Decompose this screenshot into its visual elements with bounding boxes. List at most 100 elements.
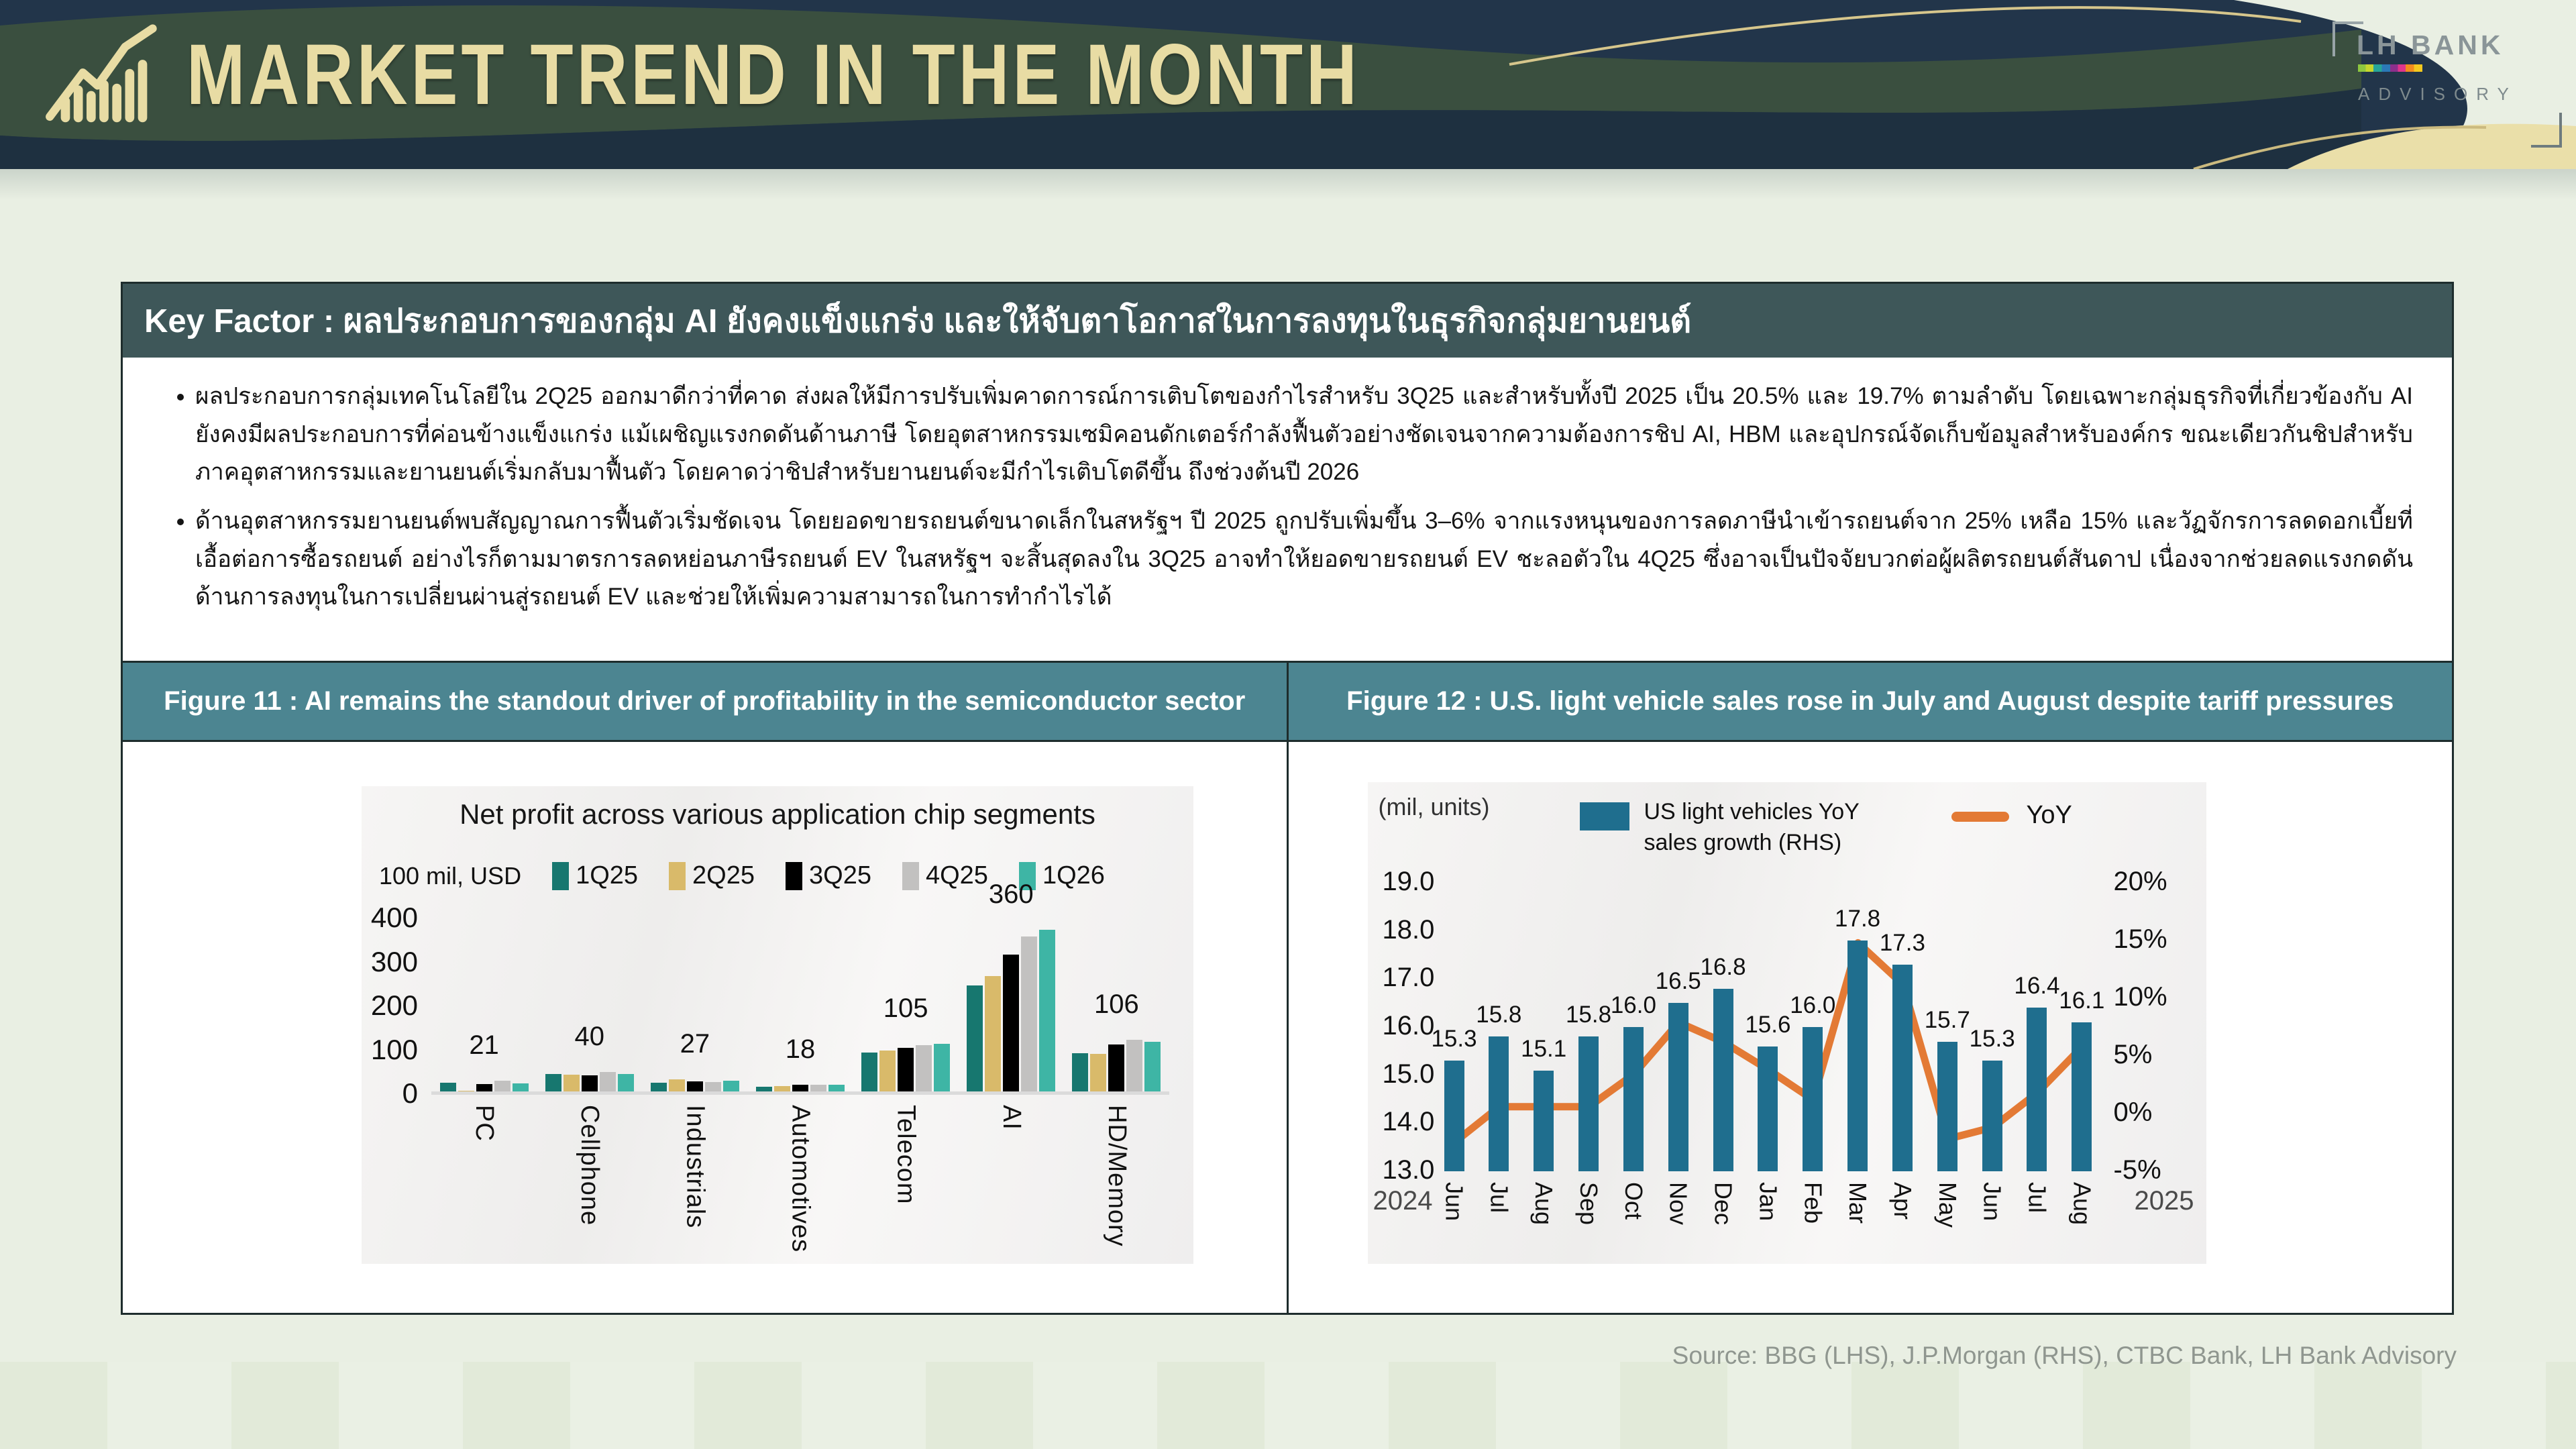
bar-1Q26 <box>934 1043 951 1091</box>
bar-4Q25 <box>599 1072 616 1091</box>
bar-value-label: 15.7 <box>1924 1006 1970 1033</box>
y-axis-tick-left: 13.0 <box>1382 1155 1435 1185</box>
category-label: Industrials <box>681 1105 710 1229</box>
legend-swatch <box>786 861 802 890</box>
category-label: Automotives <box>786 1105 815 1253</box>
us-light-vehicles-bar <box>1713 988 1733 1171</box>
legend-label-bars: US light vehicles YoY sales growth (RHS) <box>1644 799 1860 855</box>
lh-bank-logo: LH BANK ADVISORY <box>2332 21 2562 148</box>
us-light-vehicles-bar <box>1892 964 1913 1171</box>
group-value-label: 27 <box>680 1029 710 1059</box>
us-light-vehicles-bar <box>2027 1008 2047 1171</box>
bar-1Q26 <box>617 1074 634 1091</box>
y-axis-tick-left: 15.0 <box>1382 1059 1435 1089</box>
bar-3Q25 <box>898 1047 914 1091</box>
y-axis-tick-left: 17.0 <box>1382 963 1435 993</box>
legend-item: 3Q25 <box>786 861 871 890</box>
group-value-label: 106 <box>1094 989 1139 1020</box>
bar-4Q25 <box>1126 1040 1143 1091</box>
bar-value-label: 16.5 <box>1655 968 1701 995</box>
y-axis-tick-left: 14.0 <box>1382 1107 1435 1137</box>
bar-2Q25 <box>668 1079 685 1091</box>
bar-1Q26 <box>1144 1042 1161 1091</box>
bar-group: 40 Cellphone <box>545 1022 634 1226</box>
key-factor-bullet-list: ผลประกอบการกลุ่มเทคโนโลยีใน 2Q25 ออกมาดี… <box>167 378 2413 616</box>
figure-12-chart-area: (mil, units) US light vehicles YoY sales… <box>1288 742 2452 1313</box>
legend-label: 4Q25 <box>925 861 988 890</box>
bar-slot: 17.8 Mar <box>1835 883 1880 1224</box>
logo-colorbar-icon <box>2358 64 2422 72</box>
brand-block: MARKET TREND IN THE MONTH <box>44 17 1618 131</box>
x-axis-year-right: 2025 <box>2134 1186 2194 1216</box>
x-axis-month-label: Nov <box>1664 1182 1693 1226</box>
category-label: AI <box>997 1105 1026 1130</box>
logo-subtitle: ADVISORY <box>2358 84 2518 104</box>
logo-bracket-bottomright-icon <box>2531 113 2562 148</box>
x-axis-month-label: Jun <box>1440 1182 1468 1222</box>
y-axis-tick-right: 0% <box>2113 1097 2153 1127</box>
bar-value-label: 15.3 <box>1431 1026 1477 1053</box>
bar-4Q25 <box>704 1081 721 1091</box>
header-fade <box>0 169 2576 200</box>
us-light-vehicles-bar <box>1623 1027 1644 1171</box>
figure-12-unit-label: (mil, units) <box>1378 793 1490 820</box>
legend-swatch-line <box>1951 812 2009 822</box>
us-light-vehicles-bar <box>1803 1027 1823 1171</box>
figure-11-chart-title: Net profit across various application ch… <box>460 798 1095 830</box>
legend-swatch <box>552 861 570 890</box>
bar-group: 21 PC <box>439 1030 529 1142</box>
us-light-vehicles-bar <box>1668 1003 1688 1171</box>
bar-value-label: 15.3 <box>1969 1026 2015 1053</box>
bar-slot: 15.6 Jan <box>1745 883 1790 1221</box>
figure-12-right-axis: 20% 15% 10% 5% 0% -5% <box>2111 867 2205 1185</box>
trend-chart-icon <box>46 24 157 123</box>
figure-12-title-bar: Figure 12 : U.S. light vehicle sales ros… <box>1288 663 2452 742</box>
category-label: PC <box>470 1105 499 1142</box>
bar-slot: 16.1 Aug <box>2059 883 2104 1225</box>
group-value-label: 360 <box>988 879 1034 909</box>
bar-value-label: 15.8 <box>1476 1002 1522 1028</box>
x-axis-year-left: 2024 <box>1373 1186 1433 1216</box>
bar-1Q25 <box>755 1086 772 1091</box>
us-light-vehicles-bar <box>1982 1061 2002 1171</box>
logo-bracket-topleft-icon <box>2332 21 2363 56</box>
legend-swatch <box>1018 861 1036 890</box>
bar-2Q25 <box>985 975 1002 1091</box>
bar-1Q25 <box>650 1082 667 1091</box>
bar-1Q25 <box>439 1082 456 1091</box>
figure-11-legend: 100 mil, USD 1Q25 2Q25 3Q25 4Q25 1Q26 <box>379 861 1136 890</box>
figure-12-panel: Figure 12 : U.S. light vehicle sales ros… <box>1286 663 2452 1313</box>
y-axis-tick-right: 10% <box>2113 982 2167 1012</box>
key-factor-title: Key Factor : ผลประกอบการของกลุ่ม AI ยังค… <box>144 303 1692 339</box>
us-light-vehicles-bar <box>1444 1061 1464 1171</box>
figures-row: Figure 11 : AI remains the standout driv… <box>123 661 2452 1313</box>
bar-2Q25 <box>563 1075 580 1091</box>
figure-11-chart-area: Net profit across various application ch… <box>123 742 1287 1313</box>
y-axis-tick-left: 16.0 <box>1382 1011 1435 1040</box>
x-axis-month-label: Oct <box>1619 1182 1648 1220</box>
bar-3Q25 <box>476 1083 492 1091</box>
y-axis-tick-right: 15% <box>2113 924 2167 954</box>
us-light-vehicles-bar <box>1937 1041 1957 1171</box>
key-factor-header: Key Factor : ผลประกอบการของกลุ่ม AI ยังค… <box>123 284 2452 358</box>
figure-12-title: Figure 12 : U.S. light vehicle sales ros… <box>1346 686 2394 716</box>
bar-value-label: 16.1 <box>2059 987 2105 1014</box>
bar-1Q25 <box>861 1053 878 1091</box>
bar-slot: 15.3 Jun <box>1970 883 2015 1221</box>
group-value-label: 40 <box>574 1022 604 1052</box>
figure-11-title: Figure 11 : AI remains the standout driv… <box>164 686 1246 716</box>
y-axis-tick-right: 5% <box>2113 1040 2153 1069</box>
bar-value-label: 16.4 <box>2014 973 2060 1000</box>
figure-11-title-bar: Figure 11 : AI remains the standout driv… <box>123 663 1287 742</box>
figure-11-y-axis: 400 300 200 100 0 <box>362 902 418 1109</box>
bar-value-label: 15.6 <box>1745 1011 1791 1038</box>
bar-4Q25 <box>494 1081 511 1091</box>
bar-value-label: 16.8 <box>1700 953 1746 980</box>
key-factor-bullet: ผลประกอบการกลุ่มเทคโนโลยีใน 2Q25 ออกมาดี… <box>195 378 2413 492</box>
bar-4Q25 <box>810 1085 826 1091</box>
bar-slot: 16.0 Oct <box>1611 883 1656 1220</box>
bar-slot: 15.1 Aug <box>1521 883 1566 1226</box>
bar-slot: 15.7 May <box>1925 883 1970 1228</box>
legend-swatch <box>669 861 686 890</box>
group-value-label: 18 <box>785 1034 816 1064</box>
